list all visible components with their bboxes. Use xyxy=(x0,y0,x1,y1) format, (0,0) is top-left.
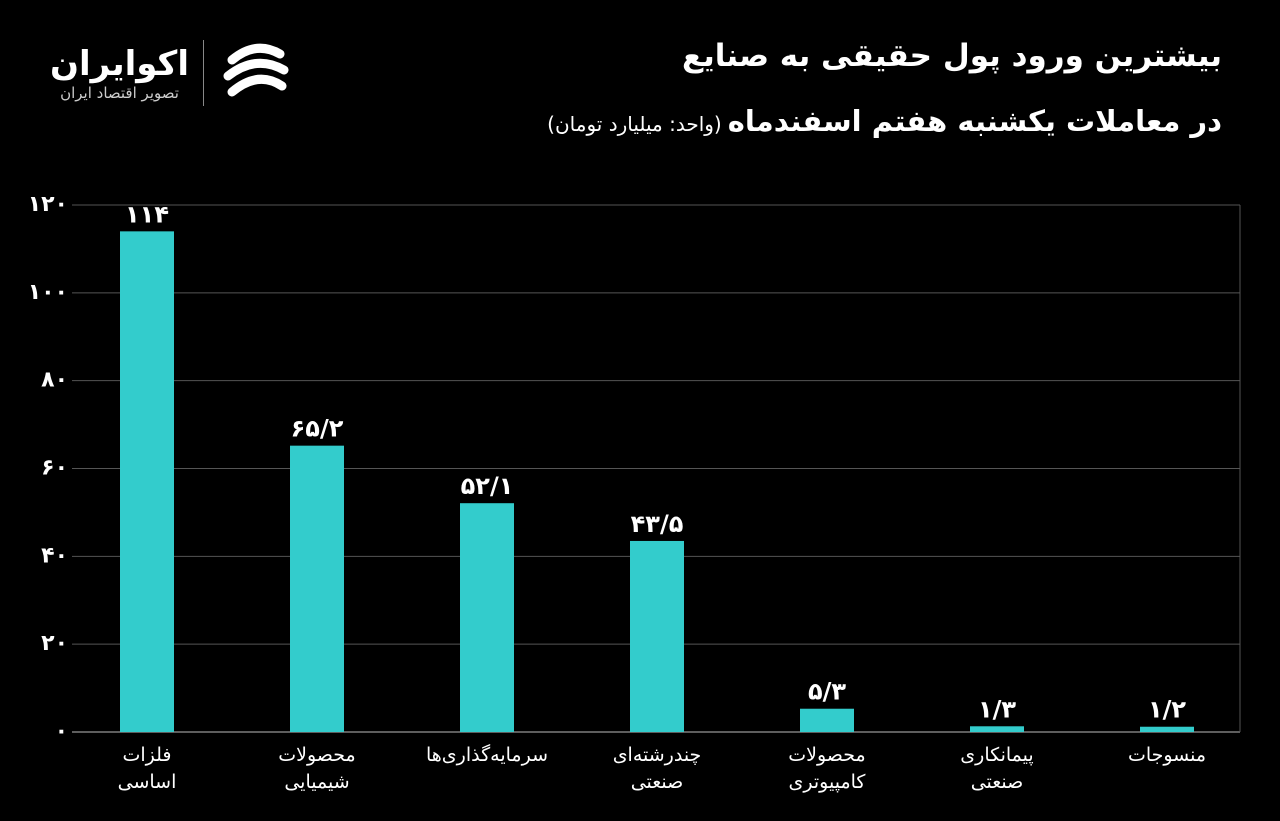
chart-title: بیشترین ورود پول حقیقی به صنایع xyxy=(681,38,1222,74)
bar xyxy=(970,726,1024,732)
x-tick-label: پیمانکاری صنعتی xyxy=(960,744,1034,793)
y-tick-label: ۰ xyxy=(55,719,68,744)
bar xyxy=(800,708,854,732)
value-label: ۱/۲ xyxy=(1148,696,1186,724)
bar xyxy=(460,503,514,732)
y-tick-label: ۱۰۰ xyxy=(28,280,68,305)
value-label: ۵۲/۱ xyxy=(461,472,514,500)
y-tick-label: ۴۰ xyxy=(41,543,68,568)
y-tick-label: ۱۲۰ xyxy=(28,192,68,217)
value-label: ۱۱۴ xyxy=(125,200,169,228)
logo-separator xyxy=(203,40,204,106)
bar xyxy=(1140,726,1194,732)
value-label: ۴۳/۵ xyxy=(631,510,684,538)
x-tick-label: منسوجات xyxy=(1127,744,1207,766)
logo-text: اکوایران تصویر اقتصاد ایران xyxy=(50,44,189,102)
value-label: ۶۵/۲ xyxy=(291,415,344,443)
logo-name: اکوایران xyxy=(50,44,189,84)
x-tick-label: محصولات کامپیوتری xyxy=(788,744,866,793)
x-tick-label: فلزات اساسی xyxy=(117,744,177,793)
chart-subtitle: در معاملات یکشنبه هفتم اسفندماه xyxy=(727,104,1222,138)
x-tick-label: محصولات شیمیایی xyxy=(278,744,356,793)
bar xyxy=(290,445,344,732)
x-tick-label: سرمایه‌گذاری‌ها xyxy=(426,744,548,766)
bar xyxy=(630,540,684,732)
y-tick-label: ۲۰ xyxy=(41,631,68,656)
logo-tagline: تصویر اقتصاد ایران xyxy=(60,84,179,102)
value-label: ۱/۳ xyxy=(978,695,1016,723)
subtitle-row: در معاملات یکشنبه هفتم اسفندماه (واحد: م… xyxy=(547,104,1222,138)
x-tick-label: چندرشته‌ای صنعتی xyxy=(612,744,702,793)
bar xyxy=(120,231,174,732)
y-tick-label: ۸۰ xyxy=(41,368,68,393)
y-tick-label: ۶۰ xyxy=(41,456,68,481)
logo: اکوایران تصویر اقتصاد ایران xyxy=(50,38,294,108)
unit-label: (واحد: میلیارد تومان) xyxy=(547,112,722,136)
logo-icon xyxy=(223,43,289,97)
value-label: ۵/۳ xyxy=(808,678,846,706)
